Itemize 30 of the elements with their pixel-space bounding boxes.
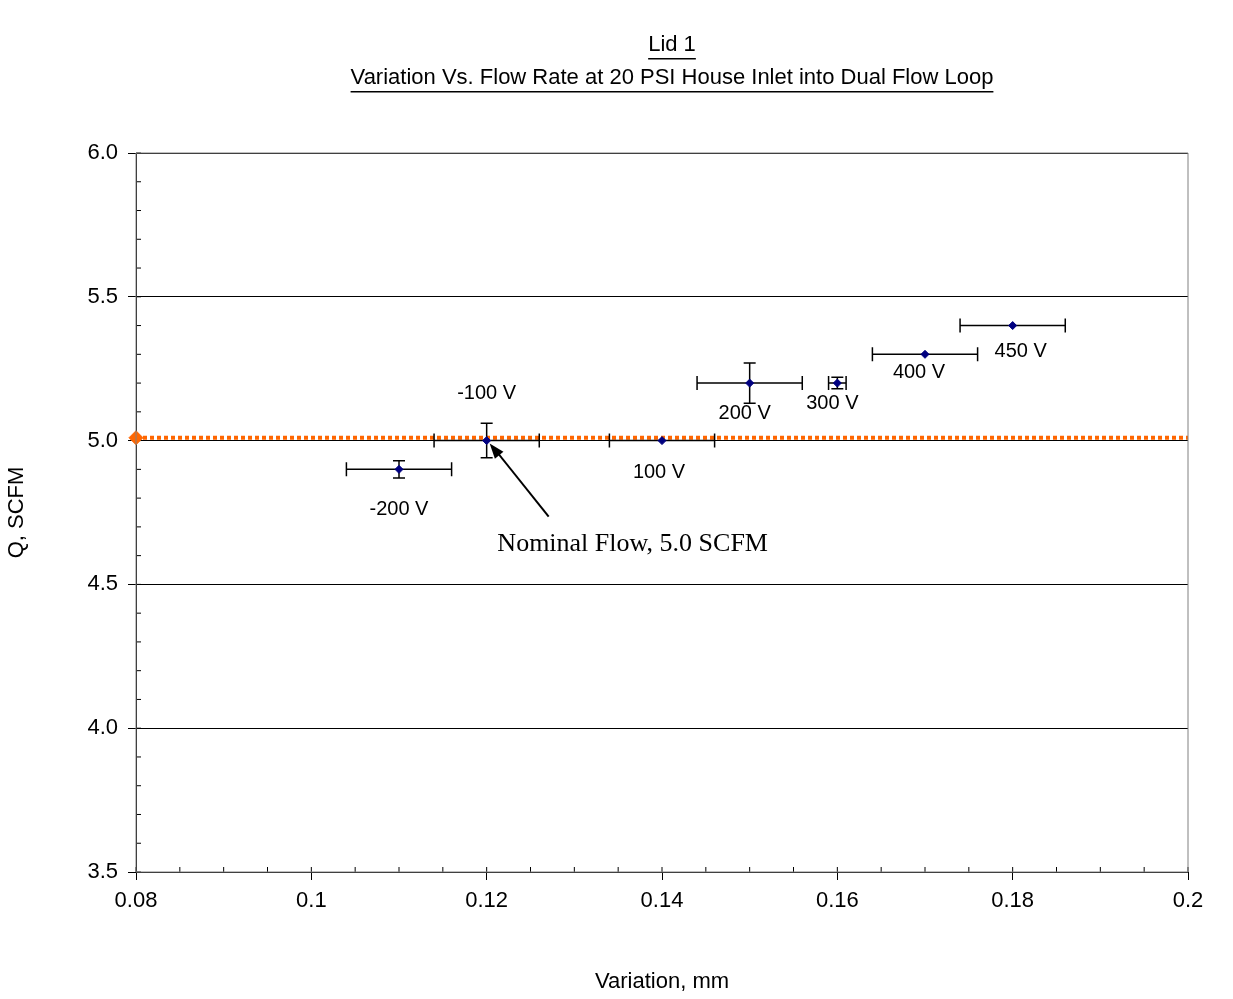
x-tick-label: 0.2 bbox=[1172, 887, 1204, 913]
chart-subtitle: Variation Vs. Flow Rate at 20 PSI House Inlet into Dual Flow Loop bbox=[350, 64, 994, 90]
annotation: 400 V bbox=[892, 359, 946, 382]
annotation: 300 V bbox=[806, 390, 860, 413]
point bbox=[482, 436, 492, 446]
x-tick-label: 0.14 bbox=[640, 887, 684, 913]
y-axis-title: Q, SCFM bbox=[3, 466, 29, 559]
y-tick-label: 4.0 bbox=[87, 714, 118, 740]
x-tick-label: 0.16 bbox=[815, 887, 859, 913]
point bbox=[745, 378, 755, 388]
annotation: 100 V bbox=[632, 460, 686, 483]
y-tick-label: 6.0 bbox=[87, 139, 118, 165]
annotation: Nominal Flow, 5.0 SCFM bbox=[497, 528, 768, 558]
x-tick-label: 0.18 bbox=[991, 887, 1035, 913]
annotation: 200 V bbox=[718, 400, 772, 423]
annotation: 450 V bbox=[994, 339, 1048, 362]
x-tick-label: 0.1 bbox=[296, 887, 327, 913]
annotation: -100 V bbox=[457, 381, 517, 404]
x-tick-label: 0.12 bbox=[465, 887, 509, 913]
y-tick-label: 5.0 bbox=[87, 426, 118, 452]
y-tick-label: 3.5 bbox=[87, 858, 118, 884]
point bbox=[920, 349, 930, 359]
x-tick-label: 0.08 bbox=[114, 887, 158, 913]
x-axis-title: Variation, mm bbox=[594, 967, 730, 993]
chart-title: Lid 1 bbox=[648, 31, 696, 57]
y-tick-label: 4.5 bbox=[87, 570, 118, 596]
annotation: -200 V bbox=[369, 496, 430, 519]
point bbox=[1008, 321, 1018, 331]
y-tick-label: 5.5 bbox=[87, 282, 118, 308]
point bbox=[657, 436, 667, 446]
